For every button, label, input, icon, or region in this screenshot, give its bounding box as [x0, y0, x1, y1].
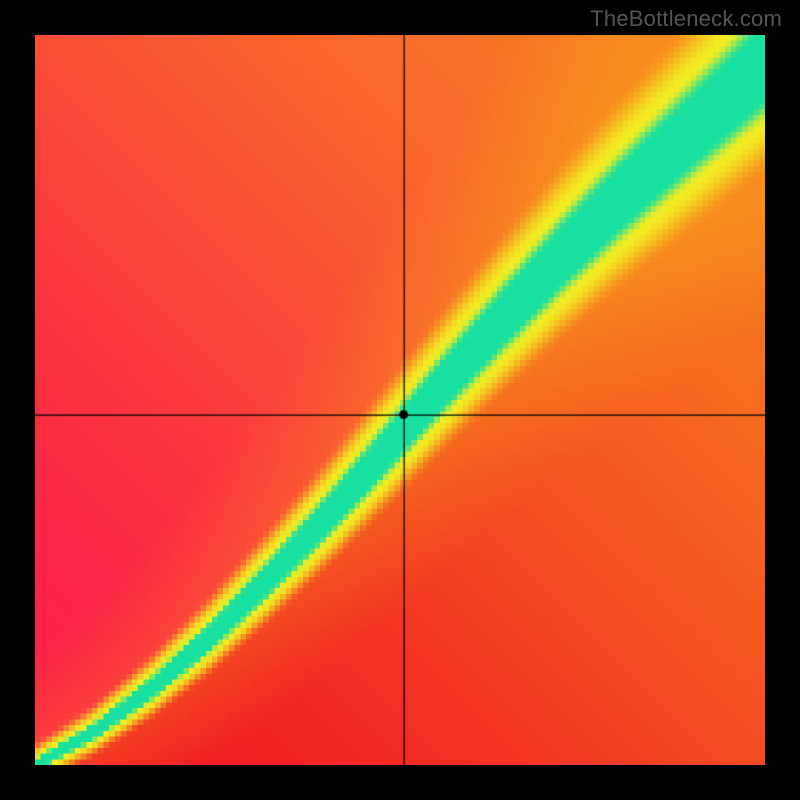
heatmap-overlay: [35, 35, 765, 765]
chart-container: TheBottleneck.com: [0, 0, 800, 800]
watermark-text: TheBottleneck.com: [590, 6, 782, 32]
